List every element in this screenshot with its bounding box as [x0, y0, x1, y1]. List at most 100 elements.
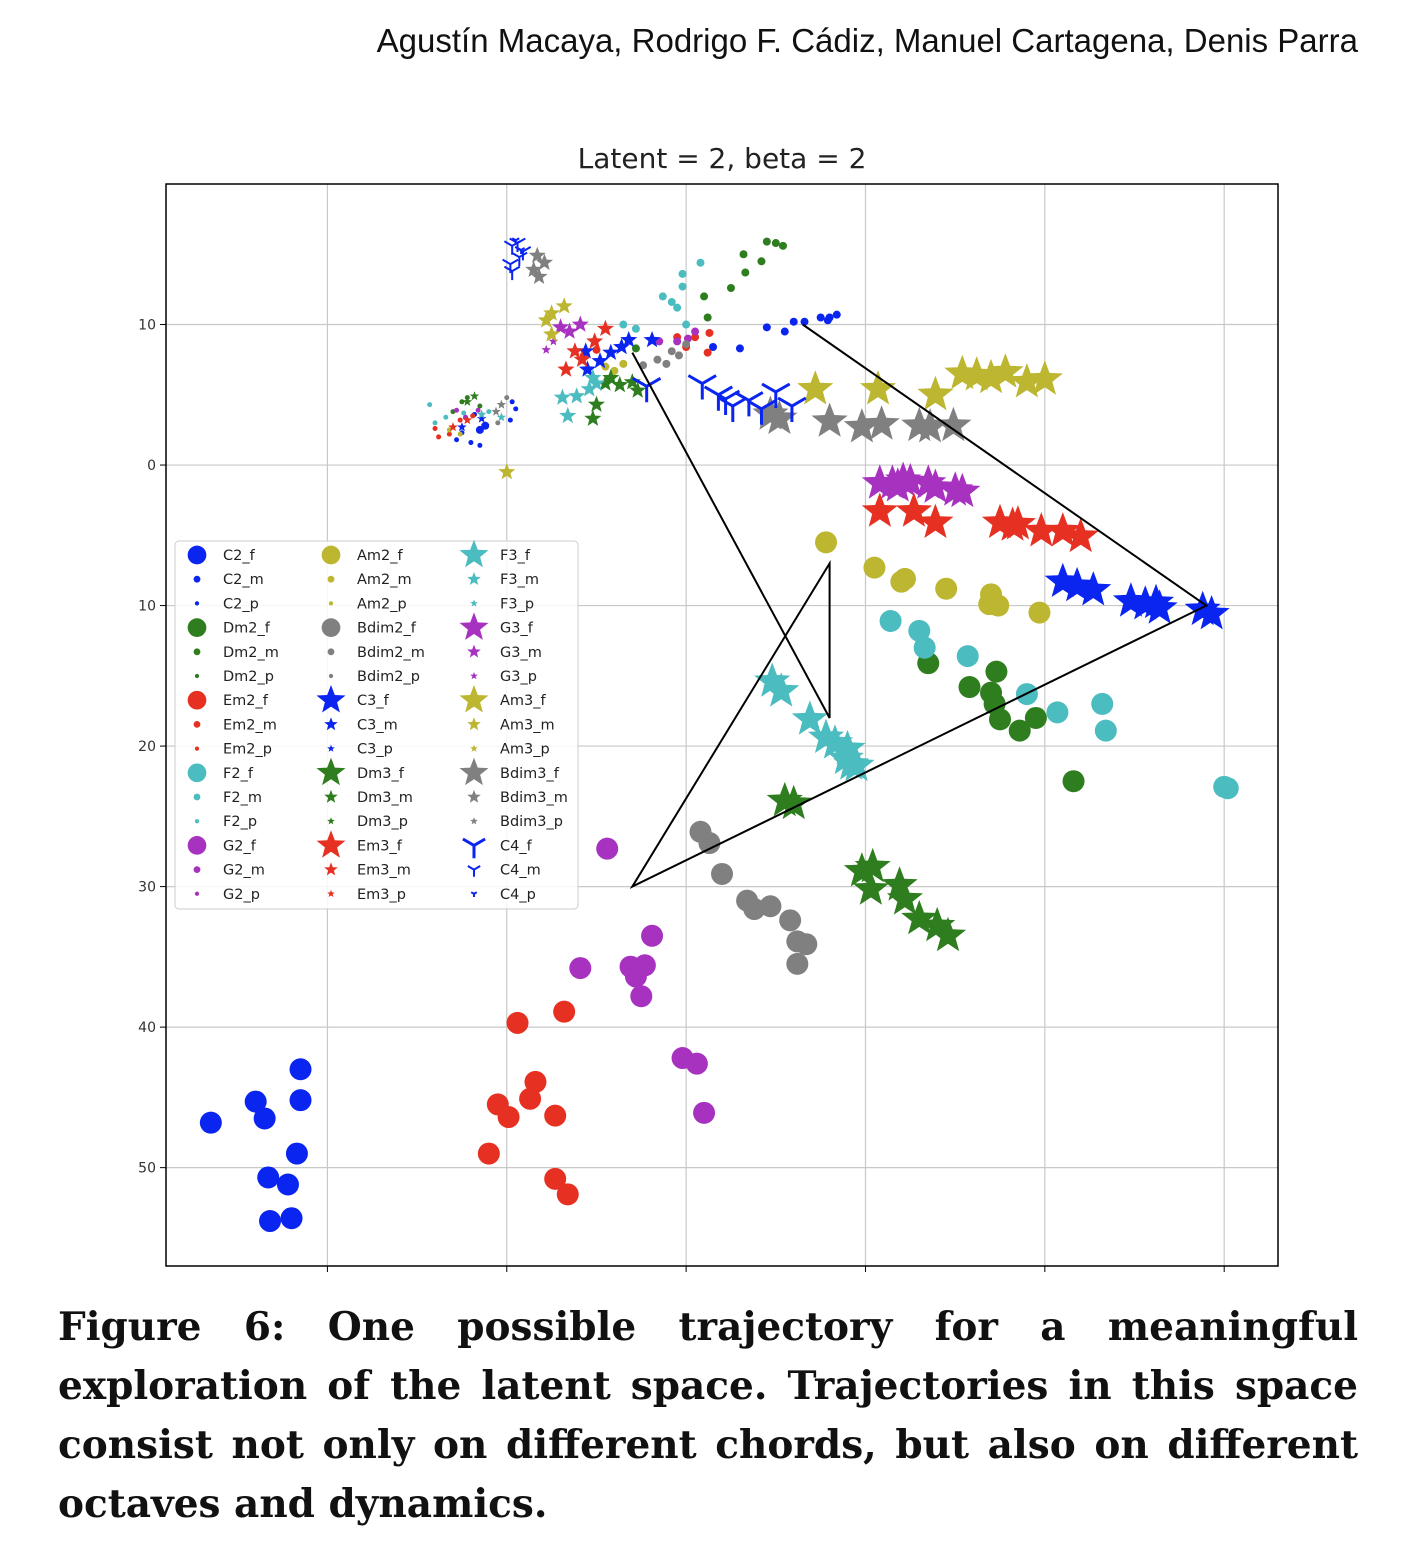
legend-marker — [324, 862, 338, 876]
legend-label: C2_p — [223, 596, 259, 612]
data-point-f2-f — [1046, 701, 1069, 724]
data-point-dm3-m — [587, 395, 605, 412]
data-point-dm3-p — [462, 396, 473, 406]
data-point-f3-m — [553, 388, 571, 405]
legend-label: G3_p — [500, 669, 537, 685]
legend-marker — [327, 648, 335, 656]
data-point-dm3-f — [881, 866, 918, 901]
data-point-g2-m — [691, 327, 700, 336]
data-point-dm2-f — [989, 708, 1011, 731]
data-point-c4-m — [502, 258, 519, 274]
legend-marker — [194, 673, 200, 679]
legend-label: Em3_m — [357, 863, 411, 879]
data-point-am2-m — [610, 366, 619, 375]
data-point-am2-f — [815, 531, 838, 554]
data-point-em2-p — [470, 413, 476, 419]
data-point-g2-f — [641, 924, 664, 947]
data-point-bdim3-p — [491, 406, 501, 416]
data-point-f2-f — [879, 610, 902, 633]
data-point-bdim2-m — [682, 340, 691, 349]
data-point-g3-f — [892, 462, 929, 498]
data-point-dm2-p — [459, 399, 465, 405]
data-point-g3-m — [571, 315, 589, 332]
data-point-am3-m — [555, 297, 573, 314]
data-point-em2-f — [519, 1087, 542, 1110]
data-point-c2-m — [762, 323, 771, 332]
data-point-c2-f — [259, 1210, 282, 1233]
data-point-c2-p — [513, 406, 519, 412]
data-point-g3-f — [944, 472, 981, 508]
data-point-bdim2-p — [504, 395, 510, 401]
trajectory-line — [629, 323, 1209, 890]
data-point-c3-f — [1075, 571, 1112, 606]
data-point-c3-m — [613, 338, 631, 355]
legend-label: Am2_m — [357, 572, 412, 588]
data-point-f2-m — [667, 298, 676, 307]
legend-label: F3_p — [500, 596, 534, 612]
data-point-c2-m — [823, 316, 832, 325]
data-point-c3-m — [602, 343, 620, 360]
data-point-c2-f — [289, 1058, 312, 1081]
data-point-c4-m — [511, 251, 528, 267]
data-point-c2-m — [735, 344, 744, 353]
y-tick-label: 10 — [138, 318, 156, 334]
data-point-f3-f — [763, 672, 800, 707]
data-point-dm3-m — [623, 373, 641, 390]
data-point-f2-f — [1094, 719, 1117, 742]
data-point-bdim2-f — [711, 862, 733, 885]
data-point-f2-f — [1216, 777, 1239, 800]
legend-label: Bdim2_p — [357, 669, 420, 685]
legend-label: Bdim3_f — [500, 766, 560, 782]
figure-label: Figure 6: — [58, 1304, 286, 1350]
data-point-c2-m — [780, 327, 789, 336]
data-point-dm2-m — [757, 257, 766, 266]
data-point-dm2-f — [1008, 719, 1031, 742]
data-point-dm3-f — [919, 906, 956, 942]
data-point-em2-f — [544, 1167, 567, 1190]
legend-marker — [327, 817, 335, 825]
data-point-em2-p — [457, 417, 463, 423]
data-point-em3-p — [448, 422, 458, 432]
legend-label: C4_m — [500, 863, 541, 879]
plot-frame — [165, 183, 1279, 1267]
data-point-bdim2-p — [495, 420, 501, 426]
legend-marker — [193, 648, 201, 656]
legend-marker — [321, 545, 341, 565]
legend-marker — [459, 757, 489, 786]
data-point-dm3-f — [852, 870, 889, 905]
data-point-f3-m — [580, 380, 598, 397]
legend-marker — [459, 612, 489, 640]
legend-marker — [328, 673, 334, 679]
y-tick-label: 50 — [138, 1161, 156, 1177]
legend-label: G2_p — [223, 887, 260, 903]
data-point-c2-p — [509, 399, 515, 405]
data-point-f2-m — [658, 292, 667, 301]
data-point-f2-p — [461, 410, 467, 416]
legend-marker — [470, 599, 478, 607]
data-point-c2-m — [789, 317, 798, 326]
data-point-c2-m — [816, 313, 825, 322]
data-point-em3-m — [586, 332, 604, 349]
legend: C2_f C2_m C2_p Dm2_f Dm2_m Dm2_p Em2_f Em2_m Em2… — [174, 539, 579, 910]
legend-marker — [467, 789, 481, 803]
data-point-bdim2-f — [795, 933, 818, 956]
chart-title: Latent = 2, beta = 2 — [577, 142, 867, 175]
legend-marker — [467, 717, 481, 731]
legend-label: Am2_p — [357, 596, 407, 612]
scatter-plot: 10 0 10 20 30 40 50 C2_f C2_m C2_p Dm2_f Dm2_m Dm2_… — [138, 183, 1279, 1272]
y-tick-label: 40 — [138, 1020, 156, 1036]
data-point-em2-f — [556, 1183, 579, 1206]
legend-marker — [187, 690, 207, 710]
data-point-dm2-m — [700, 292, 709, 301]
data-point-dm3-p — [469, 391, 480, 401]
data-point-em3-f — [1062, 517, 1099, 553]
data-point-c2-m — [475, 425, 484, 434]
legend-marker — [187, 618, 207, 637]
data-point-am3-f — [987, 353, 1024, 388]
data-point-f3-f — [754, 662, 791, 697]
data-point-c3-m — [643, 331, 661, 348]
data-point-am3-f — [860, 370, 897, 405]
data-point-g2-p — [454, 407, 460, 413]
data-point-bdim3-f — [811, 402, 848, 437]
data-point-em2-m — [691, 333, 700, 342]
